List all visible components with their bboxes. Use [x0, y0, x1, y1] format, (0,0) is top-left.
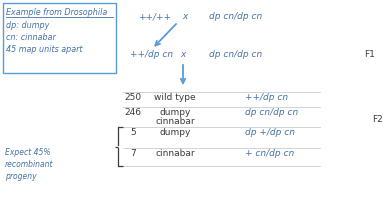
- Text: dp +/dp cn: dp +/dp cn: [245, 128, 295, 137]
- Text: x: x: [180, 50, 186, 59]
- Text: 5: 5: [130, 128, 136, 137]
- Text: ++/dp cn: ++/dp cn: [131, 50, 174, 59]
- Text: 246: 246: [124, 108, 142, 117]
- Text: + cn/dp cn: + cn/dp cn: [245, 149, 294, 158]
- Text: wild type: wild type: [154, 93, 196, 102]
- Text: Expect 45%
recombinant
progeny: Expect 45% recombinant progeny: [5, 148, 54, 181]
- Text: F1: F1: [364, 50, 375, 59]
- Text: cinnabar: cinnabar: [155, 117, 195, 126]
- Text: cn: cinnabar: cn: cinnabar: [6, 33, 56, 42]
- Text: dp cn/dp cn: dp cn/dp cn: [245, 108, 298, 117]
- Text: x: x: [182, 12, 188, 21]
- Text: ++/dp cn: ++/dp cn: [245, 93, 288, 102]
- Text: 7: 7: [130, 149, 136, 158]
- Text: dumpy: dumpy: [159, 128, 191, 137]
- Text: 45 map units apart: 45 map units apart: [6, 45, 83, 54]
- Text: dp cn/dp cn: dp cn/dp cn: [209, 50, 263, 59]
- Text: dp cn/dp cn: dp cn/dp cn: [209, 12, 263, 21]
- Text: 250: 250: [124, 93, 142, 102]
- Text: F2: F2: [372, 115, 383, 124]
- Text: ++/++: ++/++: [138, 12, 172, 21]
- Bar: [3, 3, 116, 73]
- Text: Example from Drosophila: Example from Drosophila: [6, 8, 107, 17]
- Text: dumpy: dumpy: [159, 108, 191, 117]
- Text: dp: dumpy: dp: dumpy: [6, 21, 49, 30]
- Text: cinnabar: cinnabar: [155, 149, 195, 158]
